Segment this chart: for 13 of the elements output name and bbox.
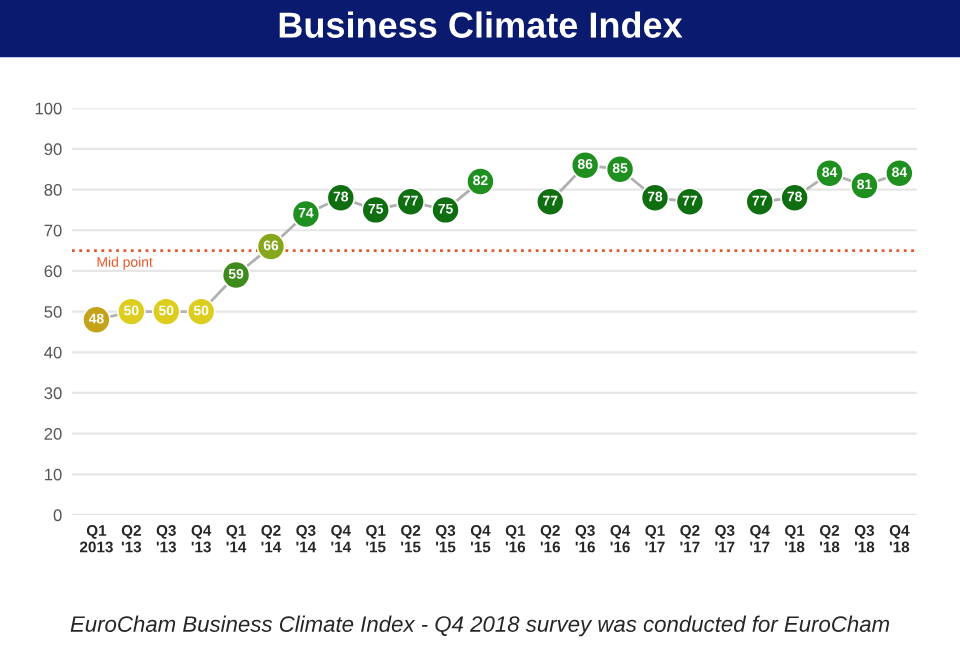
- y-tick-label: 60: [44, 265, 62, 278]
- y-tick-label: 70: [44, 224, 62, 237]
- y-tick-label: 80: [44, 183, 62, 196]
- text: EuroCham Business Climate Index - Q4 2018 survey was conducted for EuroCham: [70, 615, 890, 637]
- y-tick-label: 0: [53, 509, 62, 522]
- y-tick-label: 50: [44, 306, 62, 318]
- y-tick-label: 90: [44, 143, 62, 156]
- y-tick-label: 20: [44, 428, 62, 440]
- y-tick-label: 30: [44, 387, 62, 400]
- chart-title: Business Climate Index: [279, 11, 683, 38]
- y-tick-label: 40: [44, 346, 62, 359]
- y-tick-label: 10: [45, 468, 62, 481]
- y-tick-label: 100: [35, 102, 62, 115]
